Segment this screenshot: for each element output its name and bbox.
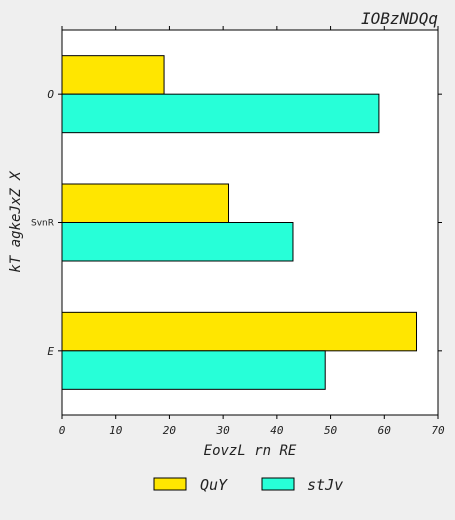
x-tick-label: 70: [431, 424, 445, 437]
x-tick-label: 60: [378, 424, 392, 437]
legend-swatch-stJv: [261, 477, 295, 491]
x-tick-label: 10: [109, 424, 123, 437]
x-tick-label: 0: [59, 424, 66, 437]
bar-stJv-O: [61, 93, 380, 134]
legend-label-stJv: stJv: [307, 476, 343, 494]
bar-stJv-SvnR: [61, 222, 294, 262]
x-tick-label: 50: [324, 424, 338, 437]
y-tick-label: O: [47, 88, 54, 101]
bar-QuY-SvnR: [61, 183, 230, 223]
chart-title: IOBzNDQq: [361, 9, 438, 28]
legend-label-QuY: QuY: [200, 476, 228, 494]
axes-layer: O SvnR E 0 10 20 30 40 50 60 70: [31, 26, 445, 437]
legend: QuY stJv: [153, 476, 343, 494]
bar-stJv-E: [61, 350, 326, 390]
legend-swatch-QuY: [153, 477, 187, 491]
bar-QuY-O: [61, 55, 165, 95]
y-tick-label: SvnR: [31, 219, 54, 229]
y-tick-label: E: [47, 345, 54, 358]
y-axis-label: kT agkeJxZ X: [8, 170, 24, 273]
x-tick-label: 30: [216, 424, 231, 437]
bars-layer: [61, 55, 418, 390]
x-tick-label: 40: [270, 424, 284, 437]
x-axis-label: EovzL rn RE: [204, 443, 297, 459]
x-tick-label: 20: [163, 424, 177, 437]
bar-QuY-E: [61, 311, 418, 352]
